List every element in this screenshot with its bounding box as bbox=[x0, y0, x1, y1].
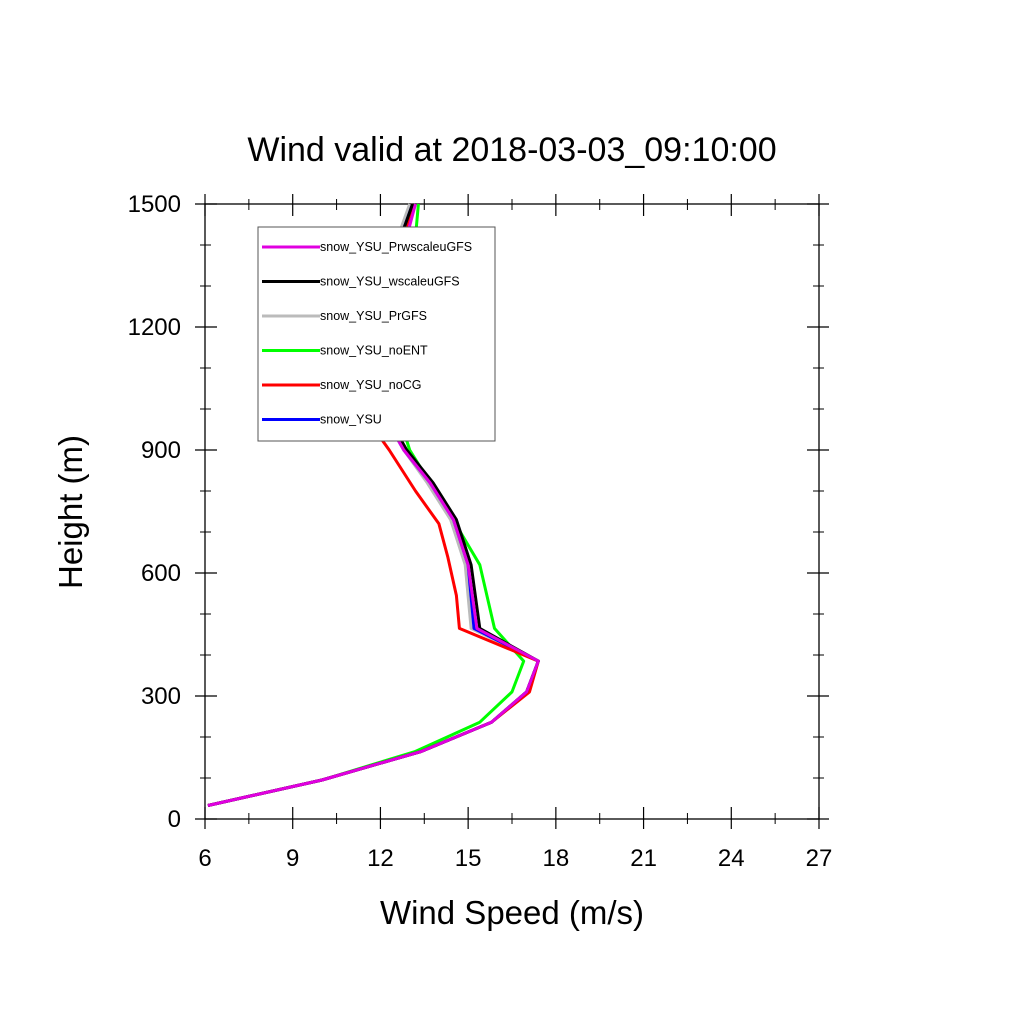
x-tick-label: 9 bbox=[286, 845, 299, 872]
legend-box bbox=[257, 226, 496, 442]
y-tick-label: 300 bbox=[141, 683, 181, 710]
legend-label: snow_YSU_noENT bbox=[320, 344, 428, 358]
y-tick-label: 900 bbox=[141, 437, 181, 464]
x-tick-label: 6 bbox=[198, 845, 211, 872]
legend-label: snow_YSU_noCG bbox=[320, 378, 421, 392]
x-tick-label: 21 bbox=[630, 845, 657, 872]
legend-label: snow_YSU bbox=[320, 413, 382, 427]
x-tick-label: 27 bbox=[806, 845, 833, 872]
legend-label: snow_YSU_PrGFS bbox=[320, 309, 427, 323]
x-tick-label: 18 bbox=[543, 845, 570, 872]
y-axis-title: Height (m) bbox=[52, 435, 89, 589]
x-tick-label: 24 bbox=[718, 845, 745, 872]
legend: snow_YSU_PrwscaleuGFS snow_YSU_wscaleuGFS… bbox=[257, 226, 496, 442]
x-tick-label: 12 bbox=[367, 845, 394, 872]
y-tick-label: 1200 bbox=[128, 314, 181, 341]
chart-title: Wind valid at 2018-03-03_09:10:00 bbox=[247, 131, 776, 169]
x-tick-label: 15 bbox=[455, 845, 482, 872]
axis-ticks bbox=[195, 194, 829, 829]
y-tick-label: 1500 bbox=[128, 191, 181, 218]
legend-label: snow_YSU_PrwscaleuGFS bbox=[320, 240, 472, 254]
y-tick-label: 600 bbox=[141, 560, 181, 587]
y-tick-label: 0 bbox=[168, 806, 181, 833]
tick-labels: 6 9 12 15 18 21 24 27 0 300 600 900 1200 1500 bbox=[128, 191, 833, 872]
legend-label: snow_YSU_wscaleuGFS bbox=[320, 275, 460, 289]
x-axis-title: Wind Speed (m/s) bbox=[380, 894, 644, 931]
